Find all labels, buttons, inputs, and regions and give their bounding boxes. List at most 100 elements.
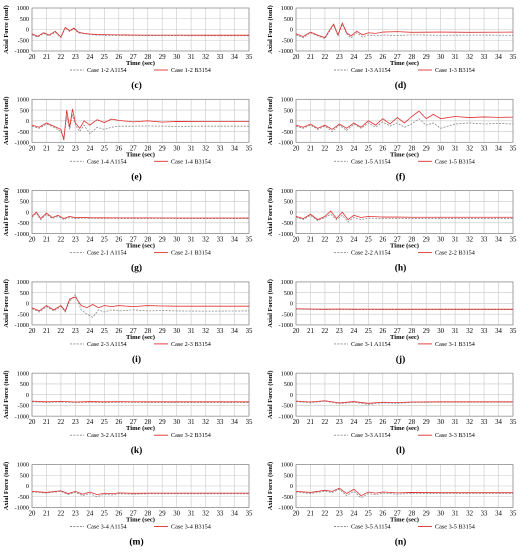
legend-entry: Case 2-1 B3154 <box>171 250 211 257</box>
x-tick-label: 23 <box>336 328 343 335</box>
y-tick-label: -1000 <box>279 505 293 512</box>
panel-label: (e) <box>131 171 142 182</box>
x-tick-label: 29 <box>423 54 430 61</box>
y-tick-label: 1000 <box>17 462 29 469</box>
y-tick-label: 500 <box>20 16 29 23</box>
y-tick-label: -500 <box>282 403 293 410</box>
x-tick-label: 31 <box>452 54 459 61</box>
x-tick-label: 29 <box>159 419 166 426</box>
y-tick-label: -1000 <box>15 505 29 512</box>
x-axis-label: Time (sec) <box>390 151 419 158</box>
x-tick-label: 21 <box>307 511 314 518</box>
x-tick-label: 20 <box>293 145 300 152</box>
legend-entry: Case 3-5 A1154 <box>351 524 391 531</box>
x-tick-label: 23 <box>72 511 79 518</box>
y-tick-label: -500 <box>18 129 29 136</box>
y-tick-label: 0 <box>26 483 29 490</box>
y-axis-label: Axial Force (tonf) <box>3 188 10 237</box>
x-axis-label: Time (sec) <box>126 243 155 250</box>
x-tick-label: 23 <box>336 145 343 152</box>
x-tick-label: 21 <box>307 54 314 61</box>
y-tick-label: -500 <box>282 129 293 136</box>
x-tick-label: 32 <box>202 419 209 426</box>
x-tick-label: 29 <box>159 328 166 335</box>
panel-label: (k) <box>131 445 143 456</box>
x-tick-label: 33 <box>217 328 224 335</box>
x-tick-label: 23 <box>336 54 343 61</box>
y-axis-label: Axial Force (tonf) <box>267 462 274 511</box>
legend-entry: Case 1-2 A1154 <box>87 67 127 74</box>
x-tick-label: 26 <box>115 511 122 518</box>
x-tick-label: 24 <box>350 237 357 244</box>
x-tick-label: 30 <box>437 237 444 244</box>
panel-label: (j) <box>396 354 406 365</box>
legend-entry: Case 1-5 B3154 <box>435 158 475 165</box>
y-tick-label: 0 <box>26 301 29 308</box>
x-tick-label: 35 <box>510 145 517 152</box>
x-tick-label: 22 <box>322 145 329 152</box>
x-tick-label: 31 <box>452 328 459 335</box>
x-axis-label: Time (sec) <box>126 334 155 341</box>
x-tick-label: 35 <box>246 511 253 518</box>
x-tick-label: 23 <box>72 328 79 335</box>
y-tick-label: -1000 <box>279 48 293 55</box>
x-axis-label: Time (sec) <box>390 517 419 524</box>
y-tick-label: 1000 <box>17 97 29 104</box>
x-tick-label: 33 <box>217 511 224 518</box>
y-tick-label: -500 <box>282 37 293 44</box>
x-tick-label: 32 <box>466 328 473 335</box>
x-tick-label: 22 <box>322 328 329 335</box>
y-tick-label: 500 <box>284 290 293 297</box>
x-tick-label: 26 <box>115 237 122 244</box>
y-tick-label: 1000 <box>17 5 29 12</box>
x-tick-label: 30 <box>437 511 444 518</box>
x-tick-label: 29 <box>423 237 430 244</box>
x-tick-label: 33 <box>217 54 224 61</box>
legend-entry: Case 3-2 B3154 <box>171 432 211 439</box>
panel-label: (f) <box>396 171 406 182</box>
y-tick-label: 1000 <box>17 279 29 286</box>
y-tick-label: -1000 <box>15 140 29 147</box>
x-tick-label: 32 <box>202 237 209 244</box>
x-tick-label: 34 <box>495 419 502 426</box>
y-tick-label: -1000 <box>15 48 29 55</box>
panel-label: (h) <box>395 263 407 274</box>
series-line <box>296 111 513 129</box>
legend-entry: Case 1-3 A1154 <box>351 67 391 74</box>
y-axis-label: Axial Force (tonf) <box>267 188 274 237</box>
legend-entry: Case 1-4 A1154 <box>87 158 127 165</box>
x-tick-label: 21 <box>43 419 50 426</box>
x-tick-label: 24 <box>86 54 93 61</box>
y-axis-label: Axial Force (tonf) <box>267 370 274 419</box>
y-tick-label: -1000 <box>279 140 293 147</box>
y-tick-label: 0 <box>290 118 293 125</box>
x-tick-label: 20 <box>293 237 300 244</box>
x-tick-label: 24 <box>350 145 357 152</box>
y-tick-label: -500 <box>282 311 293 318</box>
legend-entry: Case 2-2 B3154 <box>435 250 475 257</box>
series-line <box>32 401 249 402</box>
x-tick-label: 26 <box>379 237 386 244</box>
x-tick-label: 22 <box>58 419 65 426</box>
y-tick-label: -500 <box>18 494 29 501</box>
x-tick-label: 20 <box>293 54 300 61</box>
x-axis-label: Time (sec) <box>390 60 419 67</box>
panel-label: (g) <box>131 263 142 274</box>
x-axis-label: Time (sec) <box>390 334 419 341</box>
y-tick-label: 500 <box>284 381 293 388</box>
y-tick-label: -1000 <box>15 231 29 238</box>
x-tick-label: 22 <box>58 328 65 335</box>
x-tick-label: 31 <box>188 328 195 335</box>
x-tick-label: 30 <box>437 419 444 426</box>
legend-entry: Case 1-2 B3154 <box>171 67 211 74</box>
x-tick-label: 31 <box>452 419 459 426</box>
x-tick-label: 35 <box>246 145 253 152</box>
x-tick-label: 34 <box>231 511 238 518</box>
x-axis-label: Time (sec) <box>390 243 419 250</box>
panel-label: (c) <box>131 80 142 91</box>
y-tick-label: 0 <box>26 118 29 125</box>
